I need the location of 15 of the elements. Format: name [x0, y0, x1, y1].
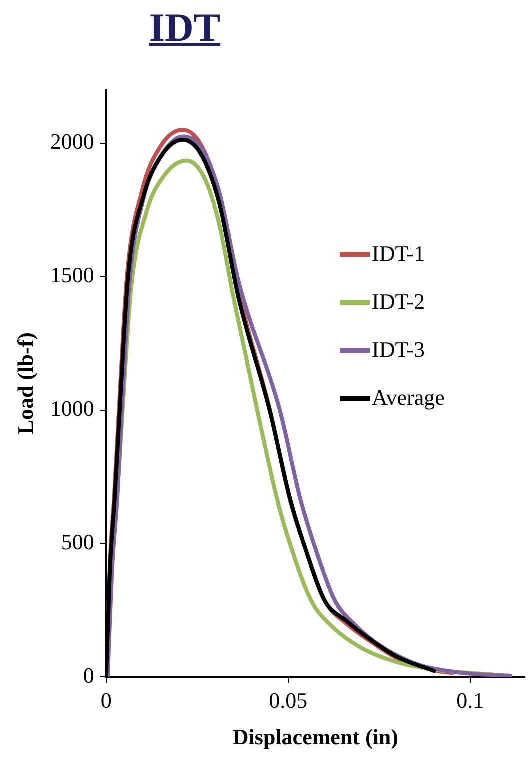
x-tick-label: 0.05	[269, 688, 308, 714]
legend-label: Average	[372, 385, 445, 411]
chart-title: IDT	[148, 4, 222, 51]
legend-label: IDT-1	[372, 241, 425, 267]
y-tick-label: 0	[83, 662, 94, 688]
legend-label: IDT-3	[372, 337, 425, 363]
x-tick-label: 0	[100, 688, 112, 714]
x-axis-title: Displacement (in)	[232, 724, 398, 750]
y-tick-label: 500	[61, 530, 94, 555]
y-tick-label: 1000	[50, 396, 94, 422]
y-tick-label: 1500	[50, 262, 94, 288]
x-tick-label: 0.1	[456, 688, 484, 714]
legend-label: IDT-2	[372, 289, 425, 315]
y-axis-title: Load (lb-f)	[12, 332, 38, 435]
y-tick-label: 2000	[50, 129, 94, 154]
